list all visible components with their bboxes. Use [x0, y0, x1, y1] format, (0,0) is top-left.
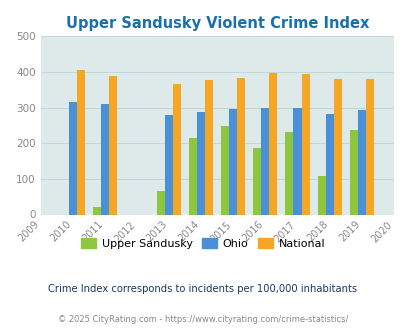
Bar	[221, 126, 229, 214]
Bar	[357, 110, 365, 214]
Bar	[77, 70, 85, 214]
Bar	[197, 112, 205, 214]
Bar	[237, 78, 245, 214]
Bar	[285, 132, 293, 214]
Bar	[93, 207, 100, 215]
Bar	[157, 191, 164, 214]
Text: © 2025 CityRating.com - https://www.cityrating.com/crime-statistics/: © 2025 CityRating.com - https://www.city…	[58, 315, 347, 324]
Bar	[189, 138, 197, 214]
Bar	[100, 104, 109, 214]
Bar	[261, 108, 269, 214]
Text: Crime Index corresponds to incidents per 100,000 inhabitants: Crime Index corresponds to incidents per…	[48, 284, 357, 294]
Bar	[164, 115, 173, 214]
Bar	[317, 176, 325, 214]
Bar	[173, 84, 181, 214]
Bar	[349, 130, 357, 214]
Bar	[269, 73, 277, 214]
Bar	[293, 108, 301, 214]
Bar	[68, 102, 77, 214]
Legend: Upper Sandusky, Ohio, National: Upper Sandusky, Ohio, National	[76, 234, 329, 253]
Bar	[365, 79, 373, 214]
Bar	[253, 148, 261, 214]
Bar	[325, 115, 333, 214]
Bar	[333, 79, 341, 214]
Bar	[205, 81, 213, 214]
Bar	[301, 74, 309, 214]
Title: Upper Sandusky Violent Crime Index: Upper Sandusky Violent Crime Index	[65, 16, 368, 31]
Bar	[229, 109, 237, 214]
Bar	[109, 76, 117, 214]
